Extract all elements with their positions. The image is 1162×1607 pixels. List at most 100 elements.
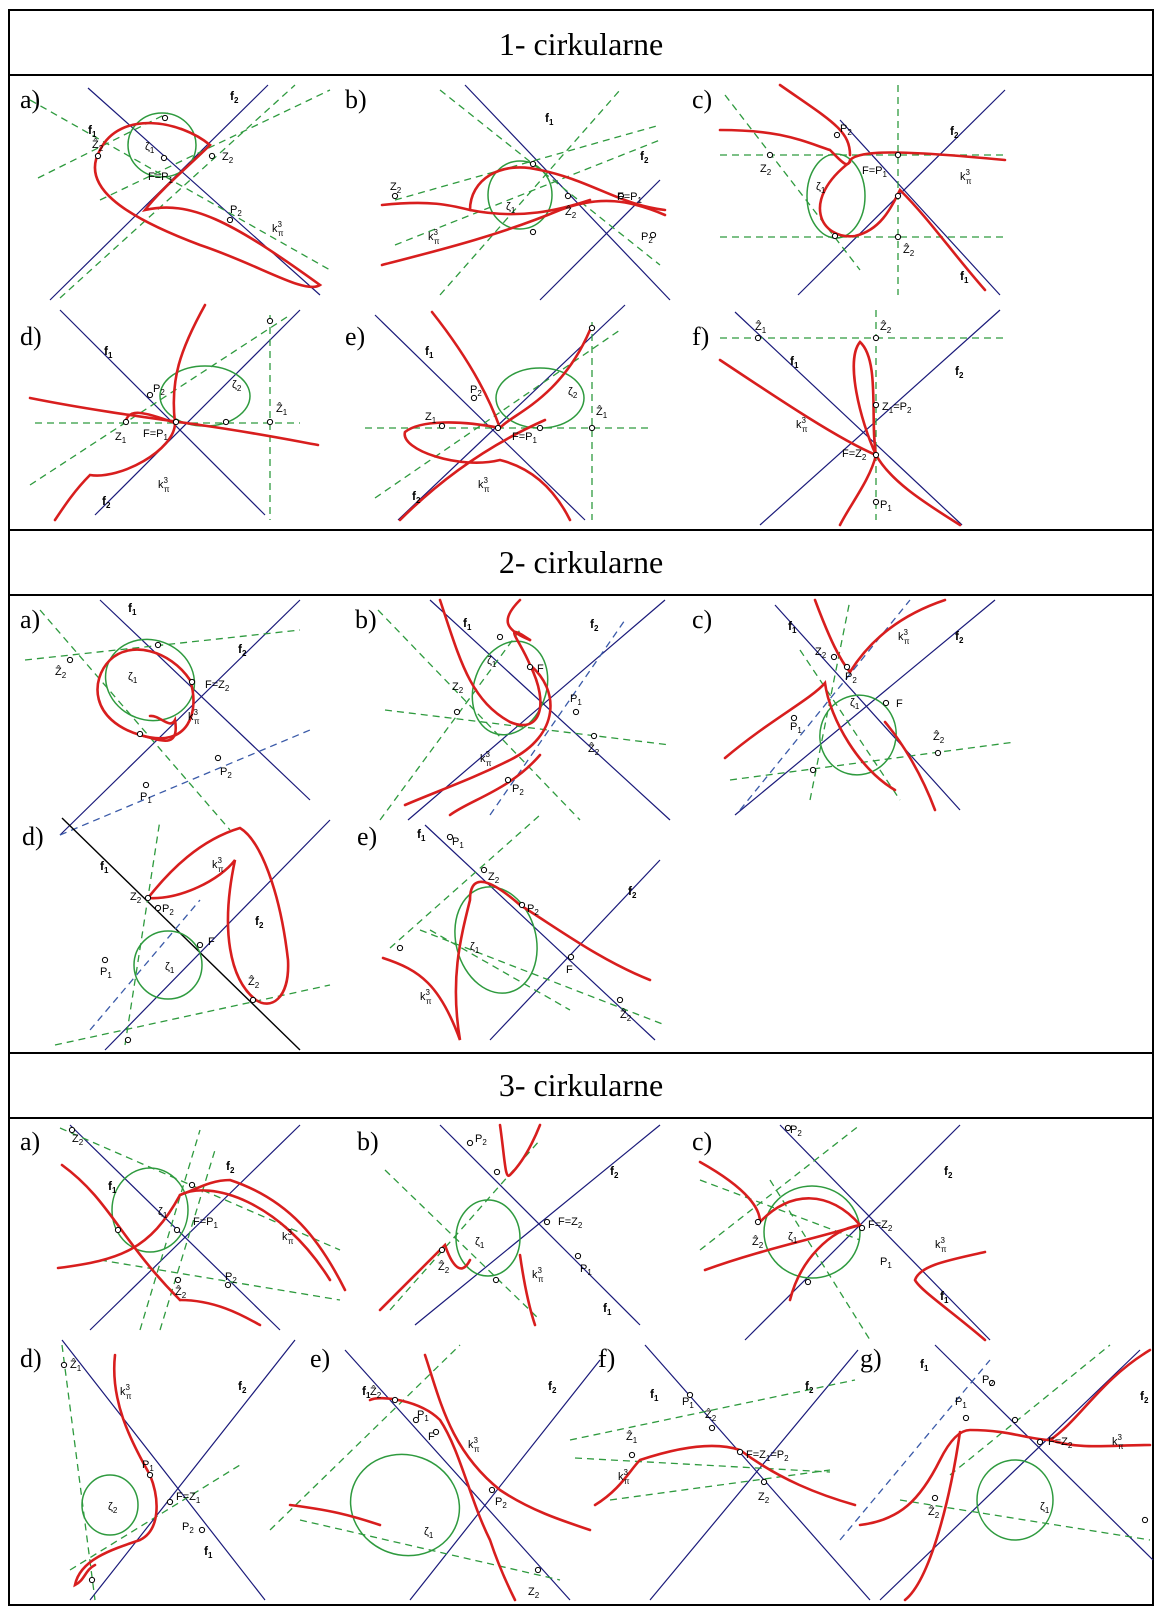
point-marker bbox=[94, 152, 102, 160]
point-label: P2 bbox=[225, 1271, 237, 1285]
point-label: P2 bbox=[845, 671, 857, 685]
axis-line bbox=[489, 859, 661, 1041]
diagram-panel: d) f1 P2 ζ2 Ẑ1 Z1 F=P1 k3 π f2 bbox=[20, 303, 320, 522]
point-label: Ẑ2 bbox=[248, 975, 260, 990]
diagram-panel: e) f1 P2 ζ2 Z1 Ẑ1 F=P1 k3 π f2 bbox=[345, 304, 650, 522]
point-marker bbox=[160, 154, 168, 162]
axis-line bbox=[104, 819, 331, 1051]
construction-line bbox=[699, 1124, 861, 1251]
cubic-curve bbox=[381, 880, 652, 1041]
point-label: P2 bbox=[153, 383, 165, 397]
construction-line bbox=[609, 1469, 831, 1501]
axis-line bbox=[734, 311, 963, 526]
point-label: Z2 bbox=[488, 871, 500, 885]
diagram-panel: c) k3 π f1 f2 Z2 P2 ζ1 F P1 Ẑ2 bbox=[692, 598, 1016, 816]
point-label: Ẑ2 bbox=[752, 1235, 764, 1250]
construction-line bbox=[384, 709, 671, 746]
point-label: P2 bbox=[790, 1124, 802, 1138]
point-marker bbox=[466, 1139, 474, 1147]
point-label: ζ1 bbox=[816, 181, 826, 195]
panel-letter: e) bbox=[345, 322, 365, 351]
point-label: f1 bbox=[204, 1544, 213, 1560]
panel-letter: b) bbox=[355, 605, 377, 634]
cubic-curve bbox=[378, 1242, 472, 1312]
point-marker bbox=[843, 663, 851, 671]
axis-line bbox=[439, 1124, 641, 1326]
point-label: Ẑ2 bbox=[620, 1008, 632, 1023]
point-marker bbox=[529, 160, 537, 168]
circle-zeta bbox=[127, 112, 197, 178]
axis-line bbox=[69, 1124, 281, 1331]
point-marker bbox=[266, 418, 274, 426]
point-label: k3 π bbox=[532, 1266, 544, 1284]
point-marker bbox=[161, 114, 169, 122]
construction-line bbox=[569, 1379, 856, 1441]
construction-line bbox=[839, 1359, 991, 1541]
point-marker bbox=[391, 192, 399, 200]
point-label: f1 bbox=[108, 1179, 117, 1195]
point-label: ζ1 bbox=[165, 961, 175, 975]
point-label: F=Z1 bbox=[176, 1491, 201, 1505]
point-label: ζ1 bbox=[424, 1526, 434, 1540]
point-marker bbox=[432, 1428, 440, 1436]
axis-line bbox=[344, 1349, 571, 1601]
point-marker bbox=[872, 401, 880, 409]
panel-letter: b) bbox=[345, 85, 367, 114]
point-marker bbox=[518, 901, 526, 909]
cubic-curve bbox=[913, 1250, 987, 1342]
panel-letter: f) bbox=[692, 322, 709, 351]
construction-line bbox=[724, 94, 861, 271]
panel-letter: d) bbox=[22, 822, 44, 851]
cubic-curve bbox=[380, 199, 667, 267]
point-label: Z1 bbox=[115, 431, 127, 445]
point-label: ζ1 bbox=[475, 1236, 485, 1250]
diagram-panel: a) f1 f2 Ẑ2 Z2 ζ1 F=P1 P2 k3 π bbox=[20, 84, 331, 301]
point-marker bbox=[66, 656, 74, 664]
construction-line bbox=[159, 1149, 216, 1331]
point-label: f2 bbox=[628, 884, 637, 900]
point-marker bbox=[754, 334, 762, 342]
panel-letter: d) bbox=[20, 322, 42, 351]
point-marker bbox=[833, 131, 841, 139]
point-marker bbox=[470, 394, 478, 402]
point-label: Ẑ2 bbox=[903, 243, 915, 258]
point-label: f1 bbox=[790, 354, 799, 370]
point-label: F=P1 bbox=[512, 431, 537, 445]
point-marker bbox=[1036, 1438, 1044, 1446]
point-marker bbox=[198, 1526, 206, 1534]
point-label: Z2 bbox=[758, 1491, 770, 1505]
point-marker bbox=[446, 833, 454, 841]
point-label: Z2 bbox=[452, 681, 464, 695]
point-label: f2 bbox=[102, 494, 111, 510]
cubic-curve bbox=[380, 166, 667, 212]
point-label: F=P1 bbox=[193, 1216, 218, 1230]
point-label: F=Z2 bbox=[868, 1219, 893, 1233]
point-label: P1 bbox=[570, 693, 582, 707]
cubic-curve bbox=[468, 198, 592, 216]
point-label: k3 π bbox=[480, 750, 492, 768]
point-marker bbox=[266, 317, 274, 325]
point-label: ζ2 bbox=[568, 386, 578, 400]
point-label: f2 bbox=[610, 1164, 619, 1180]
point-label: P2 bbox=[475, 1133, 487, 1147]
point-marker bbox=[144, 894, 152, 902]
diagram-panel: d) Ẑ1 k3 π f2 ζ2 P1 F=Z1 P2 f1 bbox=[20, 1339, 296, 1601]
point-label: F=Z2 bbox=[205, 679, 230, 693]
point-marker bbox=[617, 192, 625, 200]
point-marker bbox=[784, 1124, 792, 1132]
point-marker bbox=[872, 498, 880, 506]
cubic-curve bbox=[718, 340, 962, 527]
panel-letter: c) bbox=[692, 85, 712, 114]
cubic-curve bbox=[93, 121, 323, 289]
construction-line bbox=[89, 899, 201, 1031]
circle-zeta bbox=[81, 1474, 139, 1536]
point-marker bbox=[830, 653, 838, 661]
point-label: Z2 bbox=[130, 891, 142, 905]
circle-zeta bbox=[806, 153, 866, 239]
point-marker bbox=[872, 334, 880, 342]
point-marker bbox=[154, 904, 162, 912]
point-label: F bbox=[537, 663, 544, 675]
construction-line bbox=[59, 84, 296, 299]
point-marker bbox=[809, 766, 817, 774]
